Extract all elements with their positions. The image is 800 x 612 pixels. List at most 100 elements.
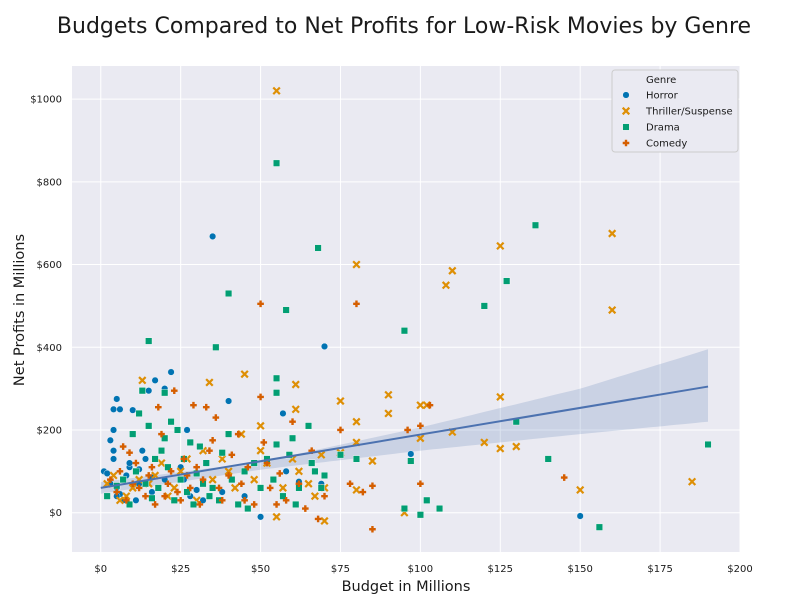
data-point-comedy [257,300,264,308]
legend-marker-comedy [622,139,630,147]
data-point-drama [273,389,281,397]
data-point-comedy [426,401,434,409]
data-point-comedy [177,496,184,504]
data-point-drama [273,374,281,382]
legend: Genre Horror Thriller/Suspense Drama Comedy [611,69,739,153]
data-point-drama [167,418,175,426]
data-point-thriller-suspense [496,241,505,251]
data-point-comedy [119,443,127,450]
data-point-thriller-suspense [218,454,227,464]
x-tick-label: $100 [408,564,433,575]
data-point-comedy [209,437,216,444]
data-point-drama [161,389,169,397]
data-point-thriller-suspense [157,458,166,468]
data-point-horror [257,513,265,521]
data-point-thriller-suspense [608,305,617,315]
data-point-comedy [234,430,242,438]
data-point-horror [151,376,159,384]
data-point-comedy [154,403,162,411]
data-point-drama [273,159,281,167]
data-point-drama [177,476,185,484]
data-point-horror [103,469,111,477]
data-point-thriller-suspense [128,483,137,492]
data-point-comedy [202,403,210,411]
data-point-drama [212,343,220,351]
data-point-drama [196,443,204,451]
data-point-drama [257,484,265,492]
data-point-horror [110,447,118,455]
data-point-drama [314,244,322,252]
data-point-drama [189,500,197,508]
data-point-comedy [250,501,258,508]
data-point-horror [225,397,233,405]
data-point-comedy [126,449,133,457]
data-point-comedy [113,488,121,496]
data-point-thriller-suspense [250,475,259,484]
x-tick-label: $50 [251,564,270,575]
x-tick-label: $150 [567,564,592,575]
data-point-comedy [215,484,223,492]
data-point-drama [129,430,137,438]
x-tick-labels: $0 $25 $50 $75 $100 $125 $150 $175 $200 [94,564,752,575]
data-point-drama [186,438,194,446]
data-point-comedy [116,468,124,475]
data-point-drama [132,467,140,475]
data-point-drama [292,500,300,508]
data-point-thriller-suspense [224,467,233,476]
data-point-comedy [186,484,194,492]
data-point-horror [126,459,134,467]
data-point-comedy [417,422,424,430]
data-point-drama [480,302,488,310]
data-point-horror [113,395,121,403]
data-point-drama [225,289,233,297]
data-point-comedy [180,455,188,463]
data-point-comedy [145,472,153,479]
data-point-horror [576,512,584,520]
data-point-comedy [193,463,200,471]
y-tick-label: $800 [37,177,62,188]
data-point-drama [285,451,293,459]
y-tick-label: $200 [37,425,62,436]
data-point-thriller-suspense [256,446,265,455]
data-point-drama [173,426,181,434]
data-point-comedy [244,463,252,471]
data-point-horror [132,496,140,504]
data-point-thriller-suspense [230,483,240,492]
data-point-horror [193,486,201,494]
data-point-comedy [314,515,322,523]
data-point-horror [145,387,153,395]
data-point-thriller-suspense [205,378,214,387]
data-point-drama [400,505,408,513]
data-point-horror [142,455,150,463]
data-point-drama [317,484,325,492]
data-point-drama [148,494,156,502]
data-point-thriller-suspense [352,260,361,269]
legend-marker-thriller-suspense [621,106,631,116]
data-point-comedy [273,501,280,508]
data-point-comedy [369,525,376,533]
y-tick-label: $400 [37,343,62,354]
data-point-thriller-suspense [608,229,617,238]
data-point-comedy [560,474,568,481]
data-point-drama [218,449,226,457]
data-point-comedy [142,492,149,500]
data-point-drama [436,505,444,513]
data-point-comedy [132,459,140,467]
data-point-drama [289,434,297,442]
data-point-thriller-suspense [294,467,304,476]
data-point-drama [308,459,316,467]
x-tick-label: $175 [647,564,672,575]
data-point-thriller-suspense [272,512,281,521]
data-point-thriller-suspense [240,370,249,379]
data-point-horror [282,467,290,475]
series-drama [103,159,712,531]
data-point-comedy [135,484,143,492]
data-point-comedy [199,476,207,483]
data-point-drama [503,277,511,285]
data-point-comedy [170,387,178,394]
data-point-comedy [151,501,159,508]
data-point-drama [154,484,162,492]
data-point-horror [148,488,156,496]
legend-marker-horror [622,91,630,99]
y-tick-label: $600 [37,260,62,271]
